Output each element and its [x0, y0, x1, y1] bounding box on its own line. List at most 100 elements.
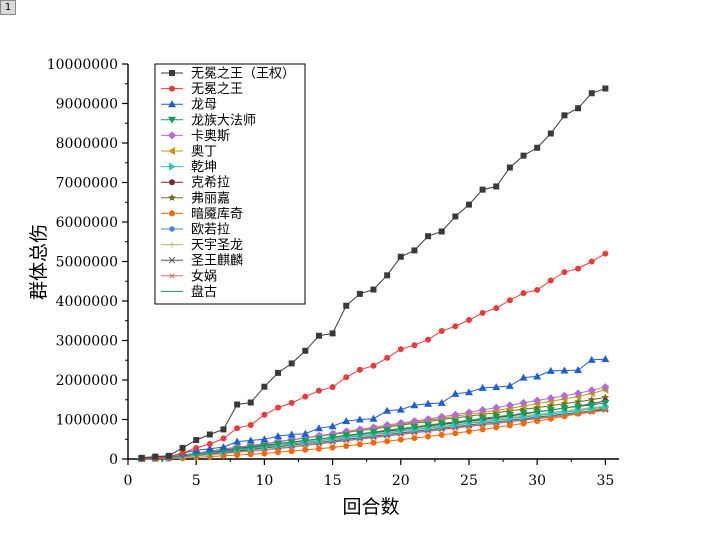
- data-point: [343, 442, 350, 449]
- data-point: [520, 290, 527, 297]
- data-point: [370, 439, 377, 446]
- legend-label: 暗魇库奇: [191, 206, 243, 222]
- legend-swatch-marker: [169, 162, 176, 171]
- data-point: [519, 410, 528, 418]
- data-point: [587, 355, 596, 363]
- data-point: [574, 397, 582, 405]
- y-tick-label: 6000000: [56, 215, 118, 231]
- data-point: [506, 422, 513, 429]
- data-point: [287, 430, 296, 438]
- data-point: [546, 366, 555, 374]
- data-point: [288, 399, 295, 406]
- data-point: [465, 201, 472, 208]
- legend-item: 卡奥斯: [161, 129, 230, 144]
- data-point: [260, 442, 269, 450]
- legend-label: 卡奥斯: [191, 129, 230, 144]
- legend-label: 龙母: [191, 98, 217, 113]
- data-point: [574, 389, 583, 398]
- data-point: [437, 398, 446, 406]
- data-point: [233, 446, 242, 454]
- data-point: [246, 436, 255, 444]
- data-point: [492, 413, 501, 421]
- legend-label: 盘古: [191, 284, 217, 300]
- data-point: [383, 427, 392, 435]
- data-point: [355, 415, 364, 423]
- data-point: [588, 404, 596, 413]
- data-point: [275, 369, 282, 376]
- y-tick-label: 1000000: [56, 413, 118, 429]
- data-point: [396, 405, 405, 413]
- legend-swatch-marker: [169, 179, 175, 186]
- data-point: [384, 272, 391, 279]
- data-point: [411, 435, 418, 442]
- data-point: [561, 269, 568, 276]
- y-tick-label: 10000000: [47, 57, 118, 73]
- legend-swatch-marker: [168, 116, 176, 124]
- data-point: [384, 438, 391, 445]
- data-point: [505, 412, 514, 420]
- data-point: [425, 433, 432, 440]
- page-number-tag: 1: [0, 0, 16, 15]
- legend-item: 圣王麒麟: [161, 253, 243, 269]
- data-point: [287, 439, 296, 447]
- legend-item: 龙族大法师: [161, 112, 256, 128]
- data-point: [601, 355, 610, 363]
- data-point: [315, 387, 322, 394]
- data-point: [560, 366, 569, 374]
- data-point: [438, 431, 445, 438]
- legend-item: 龙母: [161, 98, 217, 113]
- data-point: [574, 403, 583, 411]
- legend-item: 无冕之王（王权）: [161, 66, 295, 82]
- data-point: [561, 407, 569, 416]
- data-point: [505, 381, 514, 389]
- data-point: [492, 403, 501, 412]
- data-point: [451, 389, 460, 397]
- legend-item: 克希拉: [161, 176, 230, 191]
- data-point: [274, 432, 283, 440]
- data-point: [425, 336, 432, 343]
- data-point: [438, 228, 445, 235]
- legend-label: 乾坤: [191, 160, 217, 175]
- legend-swatch-marker: [168, 193, 176, 201]
- data-point: [355, 430, 364, 438]
- data-point: [343, 374, 350, 381]
- data-point: [261, 383, 268, 390]
- data-point: [247, 422, 254, 429]
- data-point: [410, 424, 419, 432]
- y-tick-label: 7000000: [56, 176, 118, 192]
- legend-item: 无冕之王: [161, 82, 243, 97]
- legend-swatch-marker: [169, 273, 175, 279]
- legend-item: 天宇圣龙: [161, 238, 243, 253]
- x-tick-label: 15: [324, 473, 342, 489]
- data-point: [165, 452, 172, 459]
- data-point: [179, 444, 186, 451]
- data-point: [437, 412, 446, 421]
- data-point: [588, 90, 595, 97]
- legend-item: 女娲: [161, 268, 217, 284]
- data-point: [437, 420, 446, 428]
- data-point: [370, 286, 377, 293]
- data-point: [464, 408, 473, 417]
- legend-label: 克希拉: [191, 176, 230, 191]
- x-tick-label: 35: [596, 473, 614, 489]
- y-tick-label: 4000000: [56, 294, 118, 310]
- data-point: [234, 425, 241, 432]
- data-point: [315, 445, 322, 452]
- data-point: [247, 451, 254, 458]
- data-point: [546, 407, 555, 415]
- legend-swatch-marker: [169, 226, 175, 232]
- legend-label: 欧若拉: [191, 222, 230, 238]
- y-tick-label: 8000000: [56, 136, 118, 152]
- data-point: [288, 360, 295, 367]
- data-point: [397, 253, 404, 260]
- data-point: [301, 437, 310, 445]
- data-point: [424, 415, 433, 424]
- data-point: [411, 247, 418, 254]
- data-point: [534, 286, 541, 293]
- data-point: [506, 164, 513, 171]
- data-point: [520, 420, 527, 427]
- data-point: [328, 434, 337, 442]
- data-point: [588, 258, 595, 265]
- data-point: [424, 422, 433, 430]
